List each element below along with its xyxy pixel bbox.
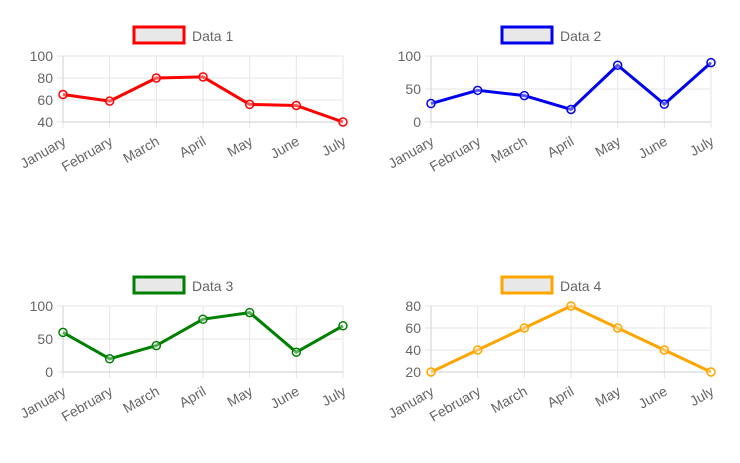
x-tick-label: February: [427, 383, 484, 425]
y-tick-label: 0: [45, 364, 53, 380]
data-point[interactable]: [566, 104, 576, 115]
legend-swatch: [500, 25, 554, 45]
series-line: [430, 61, 712, 111]
y-tick-label: 80: [405, 298, 421, 314]
legend-swatch: [132, 25, 186, 45]
y-tick-label: 100: [30, 298, 54, 314]
x-tick-label: July: [319, 383, 349, 409]
x-tick-label: April: [176, 383, 208, 411]
data-point[interactable]: [612, 60, 623, 70]
legend-label: Data 3: [192, 278, 233, 294]
y-tick-label: 60: [37, 92, 53, 108]
data-point[interactable]: [472, 345, 483, 355]
x-tick-label: July: [319, 133, 349, 159]
data-point[interactable]: [706, 367, 716, 377]
x-tick-label: May: [592, 133, 623, 160]
x-tick-label: February: [427, 133, 484, 175]
data-point[interactable]: [104, 354, 115, 364]
series-line: [62, 75, 344, 124]
x-tick-label: March: [488, 383, 530, 416]
y-tick-label: 20: [405, 364, 421, 380]
legend-swatch: [500, 275, 554, 295]
x-tick-label: July: [687, 383, 717, 409]
y-tick-label: 100: [398, 48, 422, 64]
y-tick-label: 40: [405, 342, 421, 358]
legend-label: Data 2: [560, 28, 601, 44]
legend-item[interactable]: Data 1: [132, 25, 233, 45]
y-tick-label: 0: [413, 114, 421, 130]
y-tick-label: 50: [405, 81, 421, 97]
x-tick-label: April: [176, 133, 208, 161]
x-tick-label: March: [120, 133, 162, 166]
y-tick-label: 40: [37, 114, 53, 130]
series-line: [430, 304, 712, 374]
x-tick-label: June: [268, 133, 302, 162]
x-tick-label: March: [488, 133, 530, 166]
x-tick-label: May: [592, 383, 623, 410]
data-point[interactable]: [58, 327, 68, 338]
x-tick-label: June: [636, 383, 670, 412]
data-point[interactable]: [566, 301, 576, 311]
data-point[interactable]: [198, 314, 208, 324]
legend-label: Data 4: [560, 278, 601, 294]
data-point[interactable]: [244, 99, 255, 110]
data-point[interactable]: [151, 73, 162, 83]
data-point[interactable]: [151, 340, 162, 351]
legend-swatch: [132, 275, 186, 295]
data-point[interactable]: [291, 347, 302, 357]
y-tick-label: 100: [30, 48, 54, 64]
y-tick-label: 50: [37, 331, 53, 347]
data-point[interactable]: [519, 90, 530, 101]
legend-label: Data 1: [192, 28, 233, 44]
legend-item[interactable]: Data 2: [500, 25, 601, 45]
data-point[interactable]: [291, 100, 302, 111]
data-point[interactable]: [519, 323, 530, 333]
data-point[interactable]: [338, 321, 348, 331]
data-point[interactable]: [426, 98, 436, 109]
x-tick-label: June: [636, 133, 670, 162]
y-tick-label: 80: [37, 70, 53, 86]
x-tick-label: April: [544, 383, 576, 411]
data-point[interactable]: [612, 323, 623, 333]
data-point[interactable]: [426, 367, 436, 377]
data-point[interactable]: [198, 72, 208, 82]
data-point[interactable]: [104, 96, 115, 106]
x-tick-label: May: [224, 383, 255, 410]
legend-item[interactable]: Data 4: [500, 275, 601, 295]
y-tick-label: 60: [405, 320, 421, 336]
data-point[interactable]: [706, 57, 716, 68]
legend-item[interactable]: Data 3: [132, 275, 233, 295]
data-point[interactable]: [338, 117, 348, 127]
data-point[interactable]: [58, 89, 68, 100]
data-point[interactable]: [659, 345, 670, 355]
x-tick-label: July: [687, 133, 717, 159]
series-line: [62, 311, 344, 361]
x-tick-label: June: [268, 383, 302, 412]
x-tick-label: February: [59, 383, 116, 425]
x-tick-label: April: [544, 133, 576, 161]
x-tick-label: February: [59, 133, 116, 175]
data-point[interactable]: [659, 99, 670, 109]
data-point[interactable]: [244, 307, 255, 318]
x-tick-label: March: [120, 383, 162, 416]
x-tick-label: May: [224, 133, 255, 160]
data-point[interactable]: [472, 85, 483, 96]
